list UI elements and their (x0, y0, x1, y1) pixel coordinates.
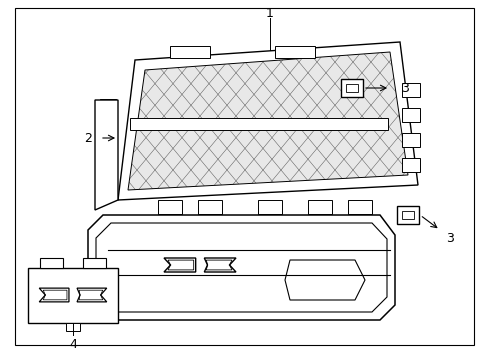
Text: 1: 1 (265, 6, 273, 19)
Polygon shape (401, 133, 419, 147)
Polygon shape (66, 323, 80, 331)
Polygon shape (130, 118, 387, 130)
Polygon shape (401, 158, 419, 172)
Text: 3: 3 (400, 81, 408, 95)
Polygon shape (401, 108, 419, 122)
Polygon shape (307, 200, 331, 214)
Polygon shape (340, 79, 362, 97)
Polygon shape (347, 200, 371, 214)
Polygon shape (100, 99, 116, 111)
Polygon shape (40, 258, 63, 268)
Polygon shape (28, 268, 118, 323)
Polygon shape (274, 46, 314, 58)
Polygon shape (401, 83, 419, 97)
Polygon shape (95, 100, 118, 210)
Text: 3: 3 (445, 231, 453, 244)
Polygon shape (198, 200, 222, 214)
Text: 4: 4 (69, 338, 77, 351)
Polygon shape (83, 258, 106, 268)
Polygon shape (258, 200, 282, 214)
Text: 2: 2 (84, 131, 92, 144)
Polygon shape (396, 206, 418, 224)
Polygon shape (158, 200, 182, 214)
Polygon shape (128, 52, 407, 190)
Polygon shape (100, 139, 116, 151)
Polygon shape (170, 46, 209, 58)
